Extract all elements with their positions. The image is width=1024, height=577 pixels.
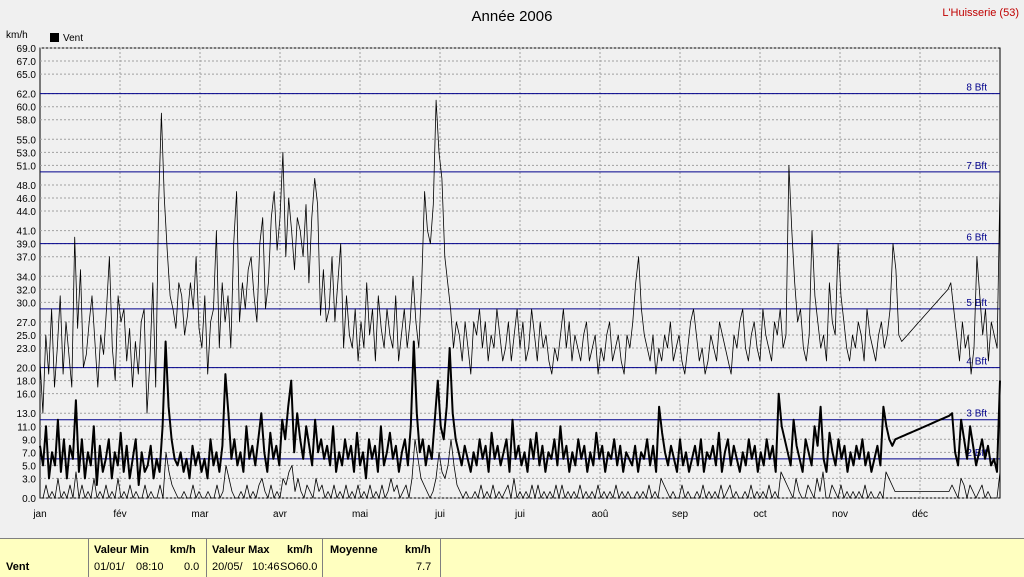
max-unit: km/h	[287, 544, 313, 556]
x-tick-label: sep	[672, 509, 689, 520]
y-tick-label: 46.0	[17, 194, 37, 205]
beaufort-label: 3 Bft	[966, 409, 987, 420]
y-tick-label: 65.0	[17, 70, 37, 81]
max-header: Valeur Max	[212, 544, 270, 556]
min-unit: km/h	[170, 544, 196, 556]
x-axis-ticks: jan fév mar avr mai jui jui aoû sep oct nov déc	[32, 509, 928, 520]
y-tick-label: 39.0	[17, 240, 37, 251]
max-time: 10:46	[252, 561, 280, 573]
beaufort-label: 2 Bft	[966, 448, 987, 459]
y-tick-label: 67.0	[17, 57, 37, 68]
x-tick-label: oct	[753, 509, 767, 520]
y-tick-label: 13.0	[17, 409, 37, 420]
x-tick-label: fév	[113, 509, 126, 520]
beaufort-label: 4 Bft	[966, 357, 987, 368]
legend-swatch	[50, 33, 59, 42]
chart-title: Année 2006	[472, 8, 553, 25]
y-tick-label: 5.0	[22, 461, 36, 472]
y-tick-label: 34.0	[17, 272, 37, 283]
x-tick-label: mar	[191, 509, 209, 520]
max-value: 60.0	[296, 561, 318, 573]
x-tick-label: mai	[352, 509, 368, 520]
series-avg	[39, 340, 1001, 486]
x-tick-label: jui	[434, 509, 445, 520]
y-tick-label: 16.0	[17, 390, 37, 401]
y-tick-label: 3.0	[22, 474, 36, 485]
x-tick-label: avr	[273, 509, 288, 520]
min-time: 08:10	[136, 561, 164, 573]
beaufort-label: 5 Bft	[966, 298, 987, 309]
y-tick-label: 62.0	[17, 90, 37, 101]
y-tick-label: 53.0	[17, 148, 37, 159]
y-tick-label: 23.0	[17, 344, 37, 355]
beaufort-label: 7 Bft	[966, 161, 987, 172]
y-axis-label: km/h	[6, 30, 28, 41]
x-tick-label: jui	[514, 509, 525, 520]
chart: Année 2006 L'Huisserie (53) km/h Vent 2 …	[6, 7, 1019, 520]
row-label: Vent	[6, 561, 30, 573]
y-tick-label: 55.0	[17, 135, 37, 146]
avg-header: Moyenne	[330, 544, 378, 556]
y-tick-label: 18.0	[17, 377, 37, 388]
series-max	[39, 99, 1001, 414]
y-tick-label: 11.0	[17, 422, 36, 433]
x-tick-label: déc	[912, 509, 928, 520]
y-tick-label: 58.0	[17, 116, 37, 127]
y-tick-label: 9.0	[22, 435, 36, 446]
series-min	[40, 438, 1001, 499]
station-name: L'Huisserie (53)	[942, 7, 1019, 19]
y-tick-label: 25.0	[17, 331, 37, 342]
y-tick-label: 30.0	[17, 298, 37, 309]
y-tick-label: 69.0	[17, 44, 37, 55]
min-value: 0.0	[184, 561, 200, 573]
y-tick-label: 51.0	[17, 161, 37, 172]
y-tick-label: 41.0	[17, 227, 37, 238]
beaufort-label: 8 Bft	[966, 83, 987, 94]
min-date: 01/01/	[94, 561, 125, 573]
y-tick-label: 0.0	[22, 494, 36, 505]
min-header: Valeur Min	[94, 544, 150, 556]
x-tick-label: jan	[32, 509, 46, 520]
y-tick-label: 27.0	[17, 318, 37, 329]
x-tick-label: aoû	[592, 509, 609, 520]
y-axis-ticks: 0.0 3.0 5.0 7.0 9.0 11.0 13.0 16.0 18.0 20.0 23.0 2…	[17, 44, 37, 505]
y-tick-label: 60.0	[17, 103, 37, 114]
avg-value: 7.7	[416, 561, 432, 573]
y-tick-label: 48.0	[17, 181, 37, 192]
series-lines	[39, 99, 1001, 499]
x-tick-label: nov	[832, 509, 848, 520]
legend-label: Vent	[63, 33, 83, 44]
stats-footer: Vent Valeur Min km/h 01/01/ 08:10 0.0 Va…	[0, 538, 1024, 577]
max-date: 20/05/	[212, 561, 243, 573]
y-tick-label: 37.0	[17, 253, 37, 264]
y-tick-label: 7.0	[22, 448, 36, 459]
max-direction: SO	[280, 561, 296, 573]
y-tick-label: 32.0	[17, 285, 37, 296]
beaufort-label: 6 Bft	[966, 233, 987, 244]
avg-unit: km/h	[405, 544, 431, 556]
y-tick-label: 20.0	[17, 364, 37, 375]
y-tick-label: 44.0	[17, 207, 37, 218]
